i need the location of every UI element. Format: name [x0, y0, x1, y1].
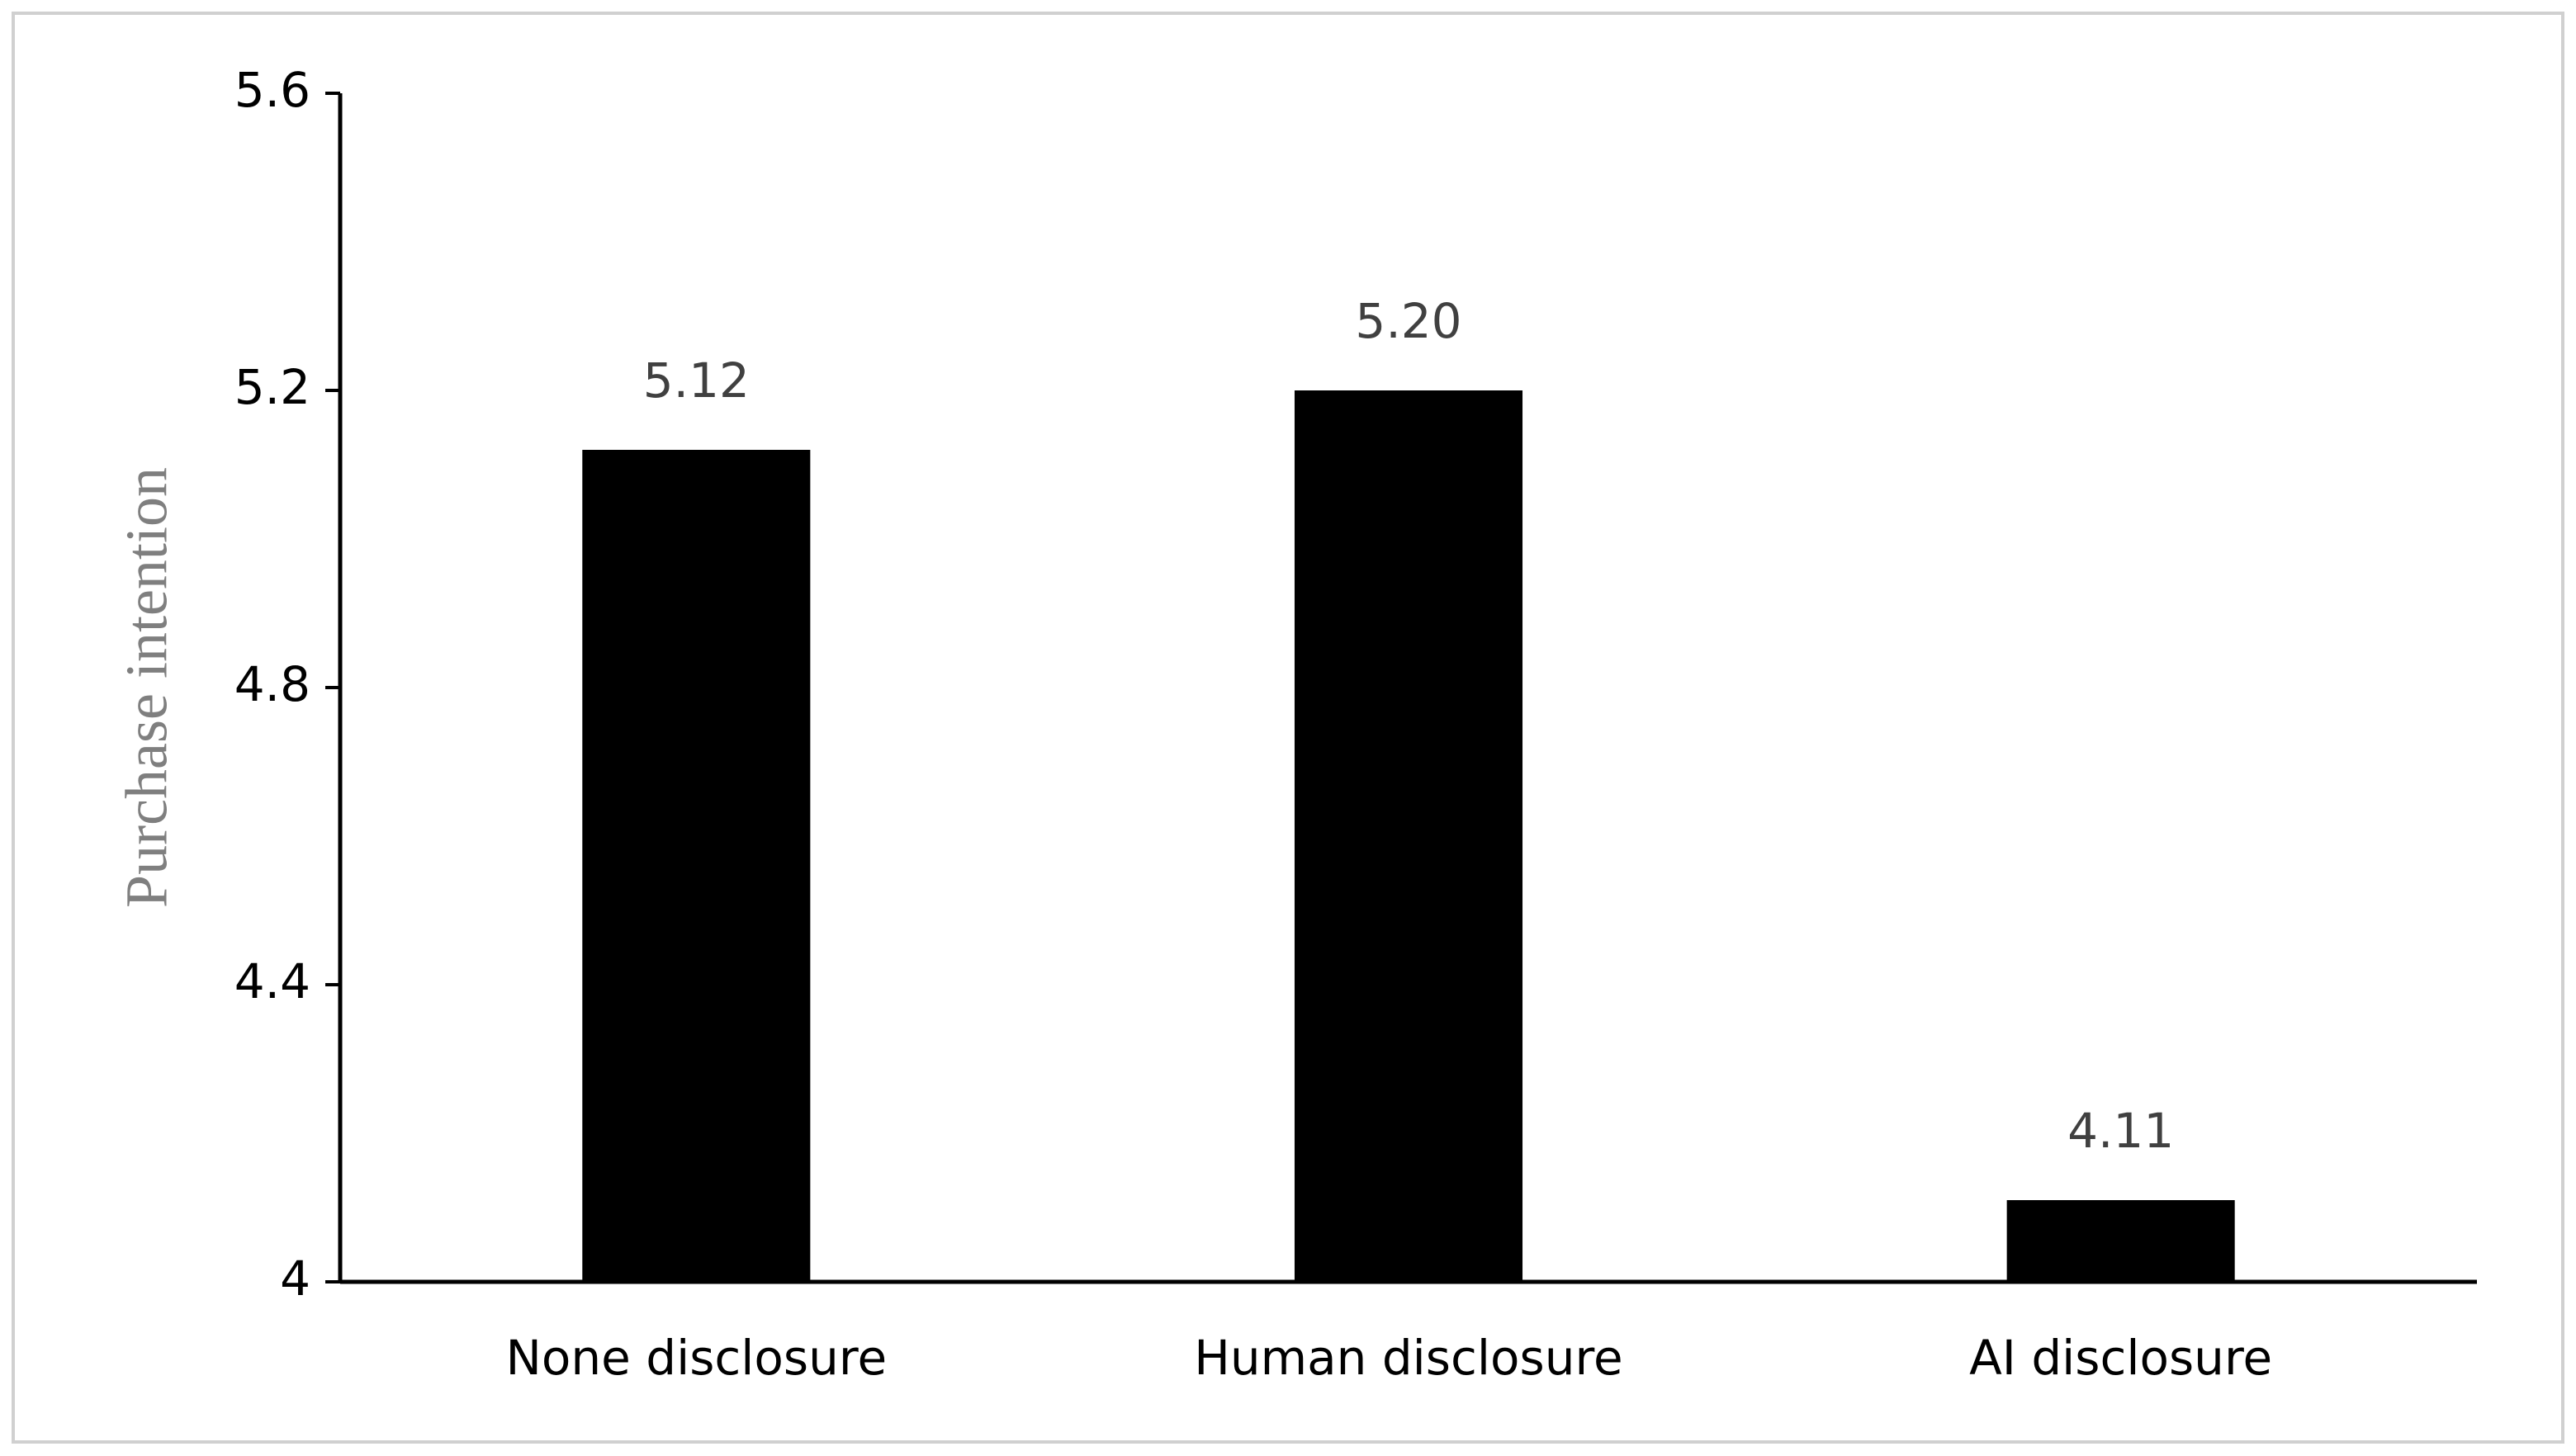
- y-tick-label: 4: [280, 1250, 310, 1307]
- bar: [2006, 1200, 2235, 1282]
- y-tick-label: 5.6: [234, 62, 310, 118]
- y-tick-label: 4.8: [234, 656, 310, 712]
- y-axis-label: Purchase intention: [114, 467, 180, 908]
- y-tick-label: 5.2: [234, 359, 310, 415]
- x-tick-label: None disclosure: [506, 1330, 888, 1386]
- data-label: 5.20: [1355, 293, 1461, 349]
- bar: [582, 450, 811, 1282]
- data-label: 5.12: [643, 352, 750, 409]
- x-tick-label: AI disclosure: [1969, 1330, 2272, 1386]
- x-tick-label: Human disclosure: [1194, 1330, 1622, 1386]
- bar: [1294, 390, 1523, 1282]
- data-label: 4.11: [2067, 1103, 2174, 1159]
- y-tick-label: 4.4: [234, 953, 310, 1009]
